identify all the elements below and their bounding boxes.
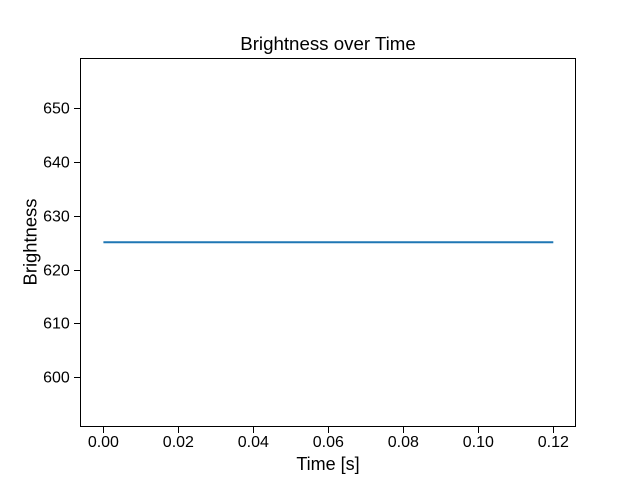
svg-text:Brightness: Brightness [20,199,41,286]
